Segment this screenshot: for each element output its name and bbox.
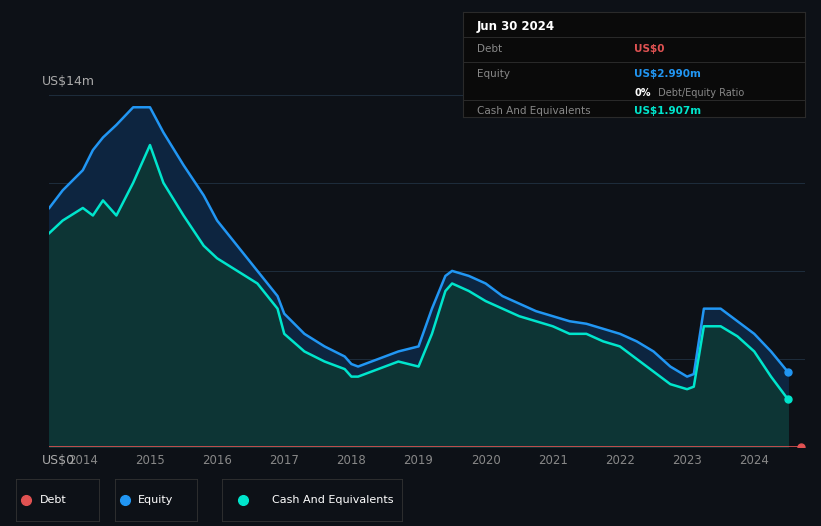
Text: US$14m: US$14m <box>42 75 94 88</box>
Text: Cash And Equivalents: Cash And Equivalents <box>477 106 590 116</box>
Text: Equity: Equity <box>138 494 173 505</box>
Text: Equity: Equity <box>477 69 510 79</box>
Text: 0%: 0% <box>634 88 650 98</box>
Text: US$1.907m: US$1.907m <box>634 106 701 116</box>
Text: US$0: US$0 <box>42 454 75 467</box>
Text: Jun 30 2024: Jun 30 2024 <box>477 21 555 33</box>
Text: Debt/Equity Ratio: Debt/Equity Ratio <box>654 88 744 98</box>
Text: Debt: Debt <box>477 44 502 54</box>
Text: US$2.990m: US$2.990m <box>634 69 701 79</box>
Text: Cash And Equivalents: Cash And Equivalents <box>273 494 394 505</box>
Text: Debt: Debt <box>39 494 67 505</box>
Text: US$0: US$0 <box>634 44 664 54</box>
